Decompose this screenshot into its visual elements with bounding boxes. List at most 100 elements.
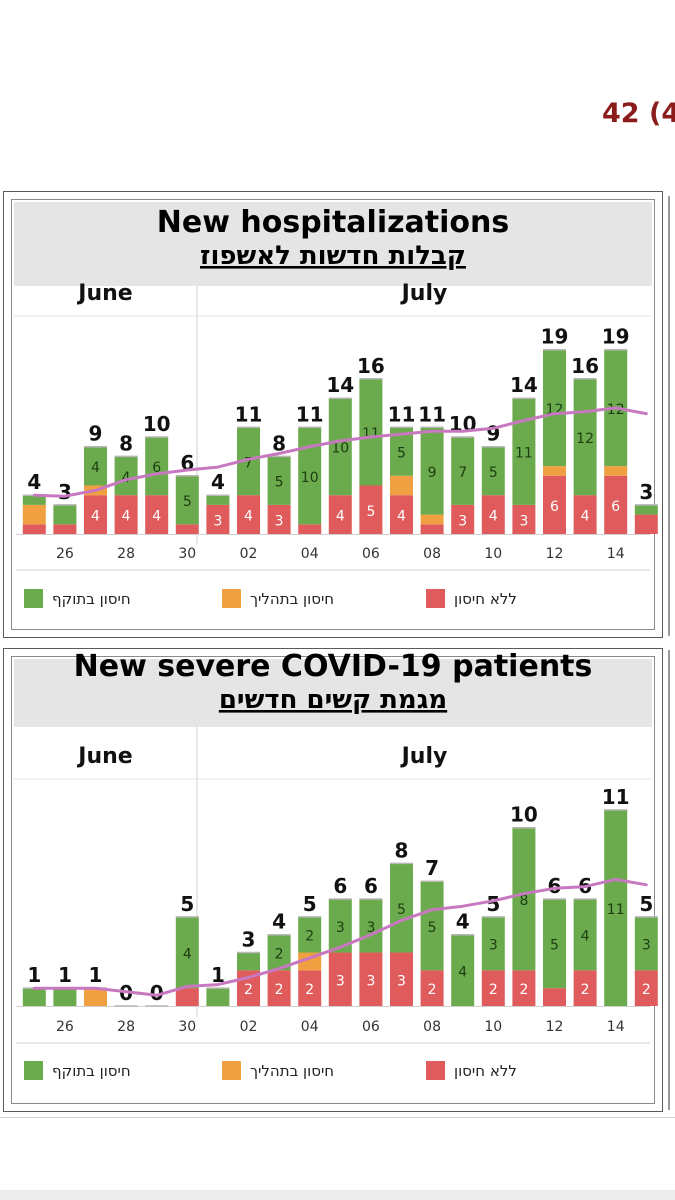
chart-frame: [11, 656, 655, 1104]
bar-segment-label: 3: [336, 973, 345, 989]
chart-header-band: [14, 202, 652, 286]
x-tick-label: 10: [484, 1019, 502, 1035]
bar-segment-label: 3: [275, 513, 284, 529]
chart-subtitle: קבלות חדשות לאשפוז: [200, 241, 466, 271]
bar-segment-label: 3: [519, 513, 528, 529]
bar-total-label: 5: [486, 892, 500, 916]
bar-segment-label: 4: [183, 947, 192, 963]
x-tick-label: 14: [607, 1019, 625, 1035]
bar-segment-vaccinated: [22, 495, 46, 505]
bar-segment-vaccinated: [267, 456, 291, 505]
bar-total-label: 5: [639, 892, 653, 916]
bar-segment-label: 6: [550, 499, 559, 515]
bar-segment-label: 2: [489, 982, 498, 998]
bar-segment-label: 4: [91, 460, 100, 476]
bar-total-label: 16: [571, 354, 599, 378]
bar-segment-label: 5: [550, 938, 559, 954]
bar-segment-unvaccinated: [420, 970, 444, 1006]
bar-segment-vaccinated: [543, 349, 566, 467]
bar-segment-label: 5: [397, 446, 406, 462]
bar-segment-unvaccinated: [390, 495, 413, 534]
x-tick-label: 30: [178, 1019, 196, 1035]
bar-segment-label: 5: [366, 504, 375, 520]
bar-segment-vaccinated: [451, 437, 475, 505]
bar-total-label: 8: [395, 838, 409, 862]
bar-segment-unvaccinated: [114, 495, 138, 534]
legend-label: חיסון בתהליך: [250, 1062, 334, 1080]
bar-segment-label: 3: [642, 938, 651, 954]
bar-segment-vaccinated: [634, 916, 658, 971]
x-tick-label: 08: [423, 546, 441, 562]
bar-segment-in-progress: [22, 504, 46, 525]
bar-total-label: 6: [548, 874, 562, 898]
bar-total-label: 5: [303, 892, 317, 916]
bar-total-label: 1: [27, 963, 41, 987]
bar-total-label: 1: [211, 963, 225, 987]
bar-segment-vaccinated: [359, 378, 383, 486]
bar-segment-label: 6: [152, 460, 161, 476]
bar-segment-label: 10: [301, 470, 319, 486]
bar-segment-vaccinated: [420, 881, 444, 971]
bar-segment-label: 7: [244, 455, 253, 471]
bar-segment-unvaccinated: [328, 952, 352, 1006]
bar-segment-vaccinated: [328, 899, 352, 953]
bar-segment-vaccinated: [390, 427, 413, 476]
x-tick-label: 10: [484, 546, 502, 562]
bar-segment-vaccinated: [298, 427, 322, 525]
legend-swatch: [24, 589, 43, 608]
bar-segment-label: 3: [458, 513, 467, 529]
bar-segment-vaccinated: [237, 427, 260, 496]
bar-segment-label: 5: [275, 475, 284, 491]
bar-segment-vaccinated: [22, 988, 46, 1006]
legend-label: חיסון בתוקף: [52, 590, 131, 608]
bar-segment-unvaccinated: [481, 970, 505, 1006]
bar-segment-label: 4: [489, 509, 498, 525]
bar-segment-label: 2: [581, 982, 590, 998]
bar-segment-in-progress: [390, 475, 413, 496]
bar-total-label: 6: [364, 874, 378, 898]
bar-segment-in-progress: [604, 466, 628, 476]
bar-segment-unvaccinated: [237, 495, 260, 534]
bar-segment-label: 4: [122, 509, 131, 525]
bar-total-label: 3: [639, 480, 653, 504]
bar-segment-vaccinated: [481, 446, 505, 496]
chart-title: New hospitalizations: [157, 205, 510, 240]
bar-segment-unvaccinated: [328, 495, 352, 534]
bar-total-label: 4: [27, 470, 41, 494]
bar-segment-unvaccinated: [512, 970, 536, 1006]
right-edge-line: [668, 650, 670, 1110]
bar-segment-label: 11: [515, 446, 533, 462]
bar-segment-label: 2: [519, 982, 528, 998]
bar-segment-vaccinated: [512, 398, 536, 505]
legend-label: ללא חיסון: [454, 1062, 517, 1080]
bar-total-label: 3: [242, 928, 256, 952]
bar-segment-label: 2: [275, 947, 284, 963]
bar-segment-vaccinated: [206, 495, 230, 505]
bar-total-label: 11: [235, 402, 263, 426]
bar-segment-label: 11: [607, 902, 625, 918]
bar-total-label: 11: [388, 402, 416, 426]
bar-segment-unvaccinated: [573, 970, 597, 1006]
bar-total-label: 10: [143, 412, 171, 436]
bar-segment-label: 4: [336, 509, 345, 525]
bar-segment-unvaccinated: [298, 970, 322, 1006]
legend-swatch: [426, 589, 445, 608]
bar-total-label: 4: [211, 470, 225, 494]
legend-swatch: [222, 1061, 241, 1080]
bar-segment-unvaccinated: [267, 970, 291, 1006]
bar-segment-unvaccinated: [298, 524, 322, 534]
bar-segment-vaccinated: [512, 827, 536, 971]
trend-line: [32, 406, 648, 498]
bar-segment-unvaccinated: [543, 475, 566, 534]
bar-total-label: 4: [456, 910, 470, 934]
bar-total-label: 1: [58, 963, 72, 987]
bar-total-label: 11: [602, 785, 630, 809]
bar-segment-label: 4: [152, 509, 161, 525]
bar-segment-unvaccinated: [634, 514, 658, 534]
legend-swatch: [426, 1061, 445, 1080]
legend-label: חיסון בתהליך: [250, 590, 334, 608]
bar-segment-label: 2: [244, 982, 253, 998]
legend-item: ללא חיסון: [426, 1061, 517, 1080]
x-tick-label: 12: [546, 546, 564, 562]
hospitalizations-chart-panel: New hospitalizations קבלות חדשות לאשפוז Ju…: [3, 191, 663, 638]
